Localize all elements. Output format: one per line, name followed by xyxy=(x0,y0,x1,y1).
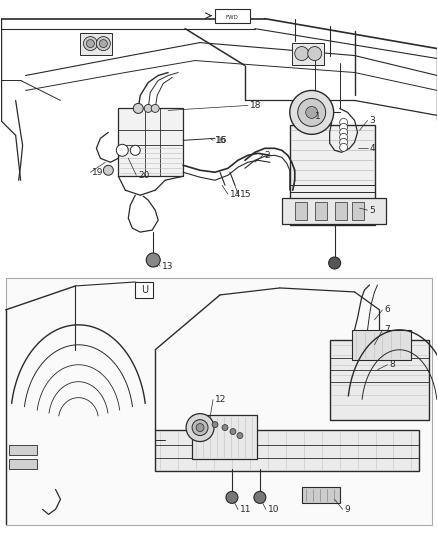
Bar xyxy=(118,108,183,176)
Circle shape xyxy=(298,99,326,126)
Text: 7: 7 xyxy=(385,325,390,334)
Text: 15: 15 xyxy=(240,190,251,199)
Text: FWD: FWD xyxy=(226,15,238,20)
Text: 18: 18 xyxy=(250,101,261,110)
Text: 14: 14 xyxy=(230,190,241,199)
Bar xyxy=(335,202,346,220)
Circle shape xyxy=(226,491,238,503)
Circle shape xyxy=(146,253,160,267)
Text: 11: 11 xyxy=(240,505,251,514)
Bar xyxy=(192,415,257,459)
Text: 5: 5 xyxy=(370,206,375,215)
Circle shape xyxy=(133,103,143,114)
Circle shape xyxy=(130,146,140,155)
Circle shape xyxy=(222,425,228,431)
Text: 16: 16 xyxy=(216,136,227,145)
Bar xyxy=(295,202,307,220)
Bar xyxy=(314,202,327,220)
Circle shape xyxy=(196,424,204,432)
Circle shape xyxy=(308,46,321,61)
Text: 6: 6 xyxy=(385,305,390,314)
Circle shape xyxy=(339,118,348,126)
Text: 3: 3 xyxy=(370,116,375,125)
Bar xyxy=(352,330,411,360)
Circle shape xyxy=(86,39,95,47)
Circle shape xyxy=(339,139,348,147)
Circle shape xyxy=(186,414,214,441)
Bar xyxy=(302,487,339,503)
Bar xyxy=(155,430,419,472)
Bar xyxy=(290,125,374,225)
Bar xyxy=(6,278,432,526)
Circle shape xyxy=(99,39,107,47)
Text: 12: 12 xyxy=(215,395,226,404)
Circle shape xyxy=(290,91,334,134)
Ellipse shape xyxy=(28,292,49,320)
Circle shape xyxy=(144,104,152,112)
Ellipse shape xyxy=(85,410,115,429)
Bar xyxy=(215,9,250,22)
Bar xyxy=(330,340,429,419)
Text: 16: 16 xyxy=(215,136,226,145)
Text: 20: 20 xyxy=(138,171,150,180)
Bar xyxy=(282,198,386,224)
Bar xyxy=(9,445,37,455)
Text: 2: 2 xyxy=(265,151,271,160)
Circle shape xyxy=(103,165,113,175)
Text: 1: 1 xyxy=(314,112,321,121)
Ellipse shape xyxy=(28,361,49,386)
Circle shape xyxy=(306,107,318,118)
Text: 4: 4 xyxy=(370,144,375,153)
Text: 19: 19 xyxy=(92,168,104,177)
Circle shape xyxy=(254,491,266,503)
Bar xyxy=(81,33,112,54)
Circle shape xyxy=(328,257,341,269)
Circle shape xyxy=(339,143,348,151)
Text: 13: 13 xyxy=(162,262,174,271)
Circle shape xyxy=(117,144,128,156)
Circle shape xyxy=(230,429,236,434)
Bar xyxy=(352,202,364,220)
Circle shape xyxy=(192,419,208,435)
Circle shape xyxy=(151,104,159,112)
Circle shape xyxy=(83,37,97,51)
Ellipse shape xyxy=(28,326,49,354)
Circle shape xyxy=(339,128,348,136)
Bar xyxy=(292,43,324,64)
Circle shape xyxy=(237,433,243,439)
Text: 9: 9 xyxy=(345,505,350,514)
Circle shape xyxy=(212,422,218,427)
Bar xyxy=(135,282,153,298)
Text: U: U xyxy=(141,285,148,295)
Bar xyxy=(9,459,37,470)
Circle shape xyxy=(96,37,110,51)
Circle shape xyxy=(295,46,309,61)
Circle shape xyxy=(339,123,348,131)
Circle shape xyxy=(339,133,348,141)
Text: 8: 8 xyxy=(389,360,395,369)
Text: 10: 10 xyxy=(268,505,279,514)
